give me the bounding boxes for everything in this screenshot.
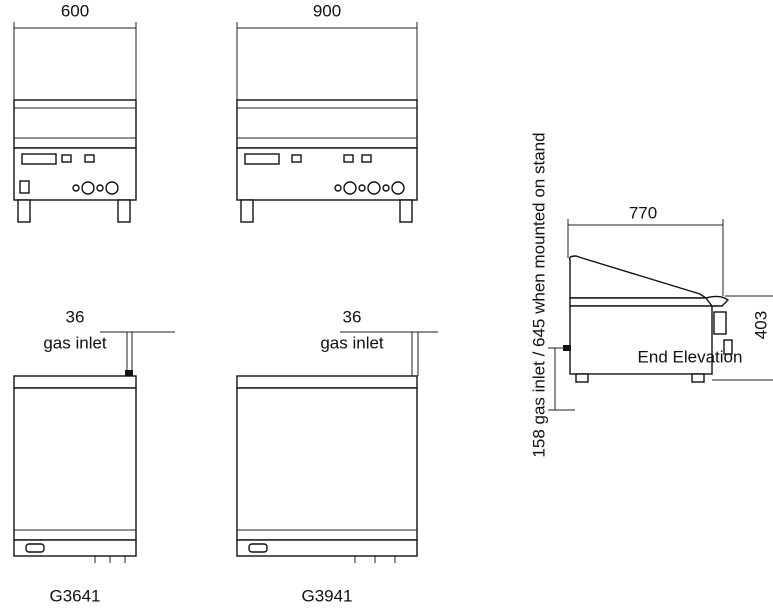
inlet-label: gas inlet: [43, 333, 107, 352]
inlet-offset: 36: [343, 307, 362, 326]
inlet-offset: 36: [66, 307, 85, 326]
plan-view-g3641: [13, 331, 175, 563]
inlet-height-label: 158 gas inlet / 645 when mounted on stan…: [529, 132, 548, 457]
height-label: 403: [751, 311, 770, 339]
width-label: 900: [313, 1, 341, 20]
view-label: End Elevation: [638, 347, 743, 366]
model-label: G3941: [301, 586, 352, 605]
front-view-600: [13, 22, 137, 223]
depth-label: 770: [629, 203, 657, 222]
model-label: G3641: [49, 586, 100, 605]
plan-view-g3941: [236, 331, 438, 563]
front-view-900: [236, 22, 418, 223]
inlet-label: gas inlet: [320, 333, 384, 352]
width-label: 600: [61, 1, 89, 20]
end-elevation: [548, 219, 773, 411]
